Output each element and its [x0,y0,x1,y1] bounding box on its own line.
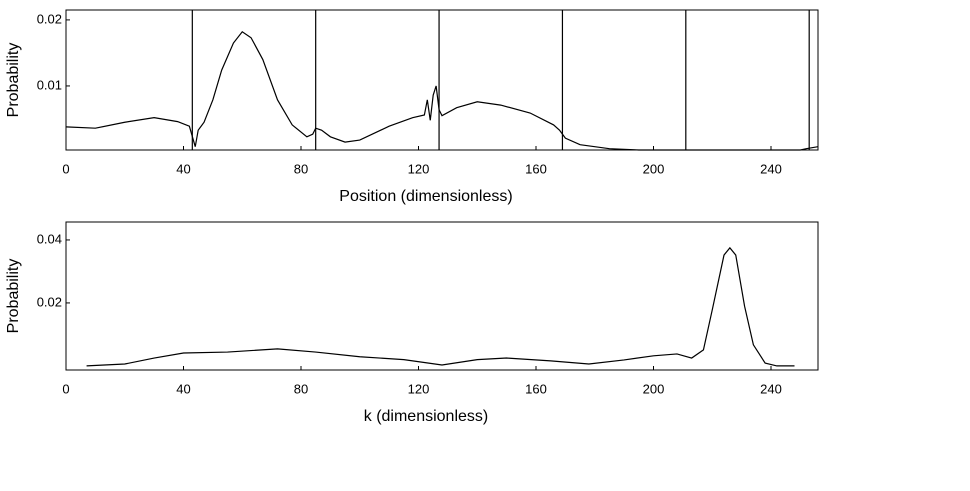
x-tick-label: 40 [176,161,190,176]
x-tick-label: 240 [760,161,782,176]
y-tick-label: 0.02 [37,11,62,26]
x-tick-label: 160 [525,161,547,176]
x-tick-label: 80 [294,381,308,396]
y-tick-label: 0.02 [37,294,62,309]
y-axis-label: Probability [5,259,22,334]
plot-frame [65,9,819,151]
x-tick-label: 40 [176,381,190,396]
x-tick-label: 0 [62,161,69,176]
plot-frame [65,221,819,371]
x-tick-label: 120 [408,161,430,176]
x-tick-label: 160 [525,381,547,396]
x-tick-label: 200 [643,161,665,176]
x-tick-label: 80 [294,161,308,176]
x-axis-label: k (dimensionless) [364,408,488,425]
y-tick-label: 0.01 [37,77,62,92]
data-line [86,246,795,367]
x-axis-label: Position (dimensionless) [339,188,512,205]
x-tick-label: 120 [408,381,430,396]
y-tick-label: 0.04 [37,231,62,246]
x-tick-label: 200 [643,381,665,396]
x-tick-label: 240 [760,381,782,396]
y-axis-label: Probability [5,43,22,118]
data-line [65,30,819,151]
x-tick-label: 0 [62,381,69,396]
